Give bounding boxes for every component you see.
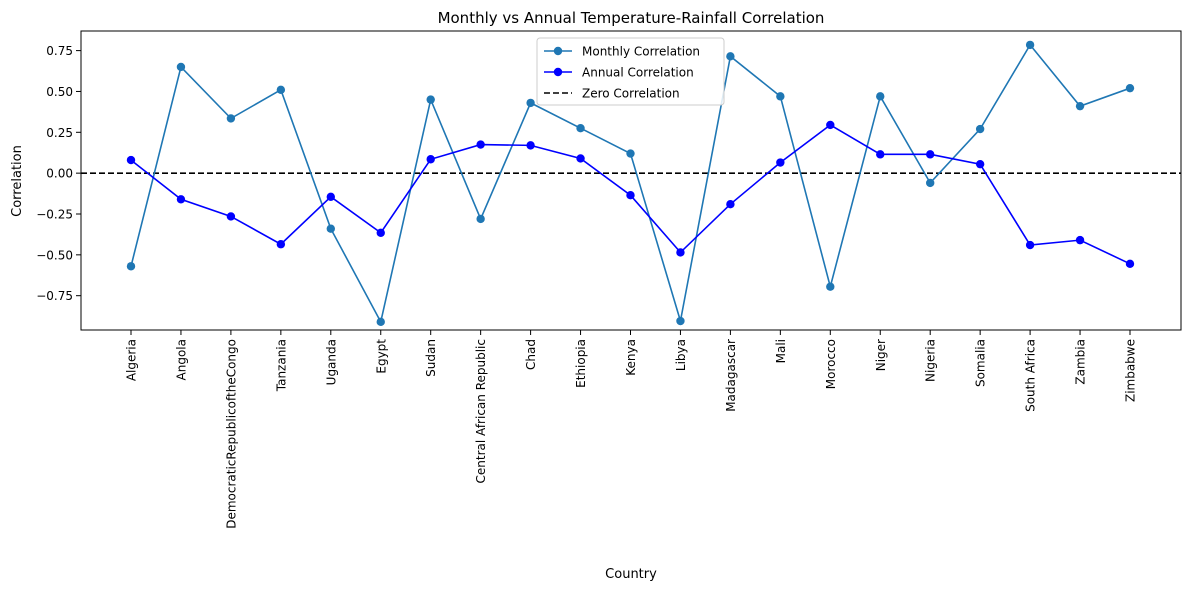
monthly-correlation-point xyxy=(426,95,435,104)
legend-label-monthly: Monthly Correlation xyxy=(582,45,700,59)
legend-marker-annual xyxy=(553,67,563,77)
x-tick-label: Algeria xyxy=(125,339,139,381)
annual-correlation-point xyxy=(576,154,585,163)
legend-marker-monthly xyxy=(553,46,563,56)
y-tick-label: −0.75 xyxy=(36,289,73,303)
monthly-correlation-point xyxy=(726,52,735,61)
monthly-correlation-point xyxy=(526,98,535,108)
annual-correlation-point xyxy=(876,150,885,159)
legend-label-annual: Annual Correlation xyxy=(582,66,694,80)
annual-correlation-point xyxy=(626,191,635,200)
series-layer xyxy=(81,40,1181,327)
annual-correlation-point xyxy=(526,141,535,150)
annual-correlation-point xyxy=(126,155,136,165)
annual-correlation-point xyxy=(1025,240,1035,250)
annual-correlation-point xyxy=(1125,259,1135,269)
annual-correlation-point xyxy=(826,120,835,130)
x-tick-label: Central African Republic xyxy=(474,339,488,483)
x-axis: Algeria Angola DemocraticRepublicoftheCong… xyxy=(125,330,1138,529)
monthly-correlation-point xyxy=(676,316,685,326)
x-tick-label: Zambia xyxy=(1074,339,1088,385)
monthly-correlation-point xyxy=(326,224,335,233)
monthly-correlation-point xyxy=(176,62,186,72)
monthly-correlation-point xyxy=(1075,101,1085,111)
x-tick-label: Ethiopia xyxy=(574,339,588,388)
x-tick-label: Egypt xyxy=(374,339,388,374)
x-tick-label: Chad xyxy=(524,339,538,370)
annual-correlation-point xyxy=(226,212,236,221)
x-tick-label: Morocco xyxy=(824,339,838,389)
x-tick-label: Uganda xyxy=(324,339,338,385)
x-tick-label: Madagascar xyxy=(724,339,738,412)
annual-correlation-point xyxy=(376,228,385,237)
monthly-correlation-point xyxy=(975,124,985,134)
legend: Monthly Correlation Annual Correlation Zer… xyxy=(536,37,725,106)
x-tick-label: Nigeria xyxy=(924,339,938,382)
y-tick-label: 0.50 xyxy=(46,85,73,99)
chart-title: Monthly vs Annual Temperature-Rainfall C… xyxy=(438,9,825,27)
annual-correlation-point xyxy=(1075,235,1085,245)
plot-frame xyxy=(80,30,1182,331)
monthly-correlation-point xyxy=(926,178,935,188)
x-tick-label: South Africa xyxy=(1024,339,1038,412)
annual-correlation-point xyxy=(326,192,335,202)
y-tick-label: −0.25 xyxy=(36,207,73,221)
annual-correlation-point xyxy=(676,248,685,257)
x-tick-label: Libya xyxy=(674,339,688,371)
x-tick-label: Niger xyxy=(874,339,888,371)
x-tick-label: DemocraticRepublicoftheCongo xyxy=(224,339,238,529)
annual-correlation-point xyxy=(176,195,186,204)
x-tick-label: Zimbabwe xyxy=(1124,339,1138,402)
annual-correlation-point xyxy=(926,150,935,159)
x-tick-label: Sudan xyxy=(424,339,438,377)
y-axis-label: Correlation xyxy=(10,145,25,217)
monthly-correlation-point xyxy=(626,149,635,158)
annual-correlation-point xyxy=(476,140,485,149)
monthly-correlation-point xyxy=(226,114,236,123)
monthly-correlation-point xyxy=(376,317,385,327)
x-tick-label: Somalia xyxy=(974,339,988,387)
x-tick-label: Angola xyxy=(174,339,188,380)
monthly-correlation-point xyxy=(876,92,885,101)
x-tick-label: Tanzania xyxy=(274,339,288,392)
legend-label-zero: Zero Correlation xyxy=(582,87,680,101)
y-tick-label: 0.75 xyxy=(46,44,73,58)
monthly-correlation-point xyxy=(476,214,485,224)
monthly-correlation-point xyxy=(126,262,136,271)
monthly-correlation-point xyxy=(1125,83,1135,93)
annual-correlation-point xyxy=(776,158,785,167)
y-tick-label: −0.50 xyxy=(36,248,73,262)
monthly-correlation-point xyxy=(776,92,785,101)
x-tick-label: Kenya xyxy=(624,339,638,376)
x-axis-label: Country xyxy=(605,567,657,582)
y-tick-label: 0.00 xyxy=(46,167,73,181)
monthly-correlation-point xyxy=(1025,40,1035,50)
annual-correlation-point xyxy=(426,155,435,164)
legend-box xyxy=(536,37,725,106)
annual-correlation-point xyxy=(975,159,985,169)
monthly-correlation-point xyxy=(276,85,286,95)
y-axis: −0.75 −0.50 −0.25 0.00 0.25 0.50 0.75 xyxy=(36,44,81,303)
annual-correlation-point xyxy=(726,199,735,209)
y-tick-label: 0.25 xyxy=(46,126,73,140)
annual-correlation-point xyxy=(276,240,286,249)
x-tick-label: Mali xyxy=(774,339,788,363)
monthly-correlation-point xyxy=(826,282,835,291)
monthly-correlation-point xyxy=(576,124,585,133)
